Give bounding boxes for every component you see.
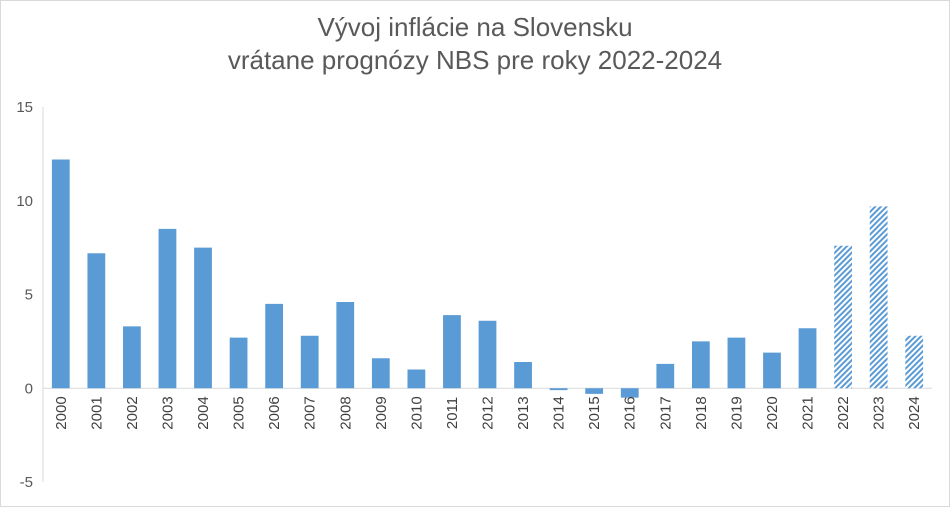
bar-2004: [194, 247, 212, 389]
x-tick-label-2008: 2008: [337, 396, 354, 429]
x-tick-label-2001: 2001: [88, 396, 105, 429]
x-tick-label-2010: 2010: [408, 396, 425, 429]
bar-2003: [158, 228, 177, 389]
bar-2014: [549, 388, 568, 391]
x-tick-label-2024: 2024: [906, 396, 923, 429]
bars: [51, 159, 924, 398]
y-axis: -5 0 5 10 15: [16, 99, 932, 491]
x-tick-label-2013: 2013: [515, 396, 532, 429]
bar-2011: [443, 315, 461, 389]
x-tick-label-2003: 2003: [159, 396, 176, 429]
x-tick-label-2017: 2017: [657, 396, 674, 429]
bar-2006: [265, 303, 284, 389]
x-tick-label-2005: 2005: [231, 396, 248, 429]
bar-2019: [727, 337, 746, 389]
x-tick-label-2019: 2019: [728, 396, 745, 429]
chart-title-line-2: vrátane prognózy NBS pre roky 2022-2024: [227, 45, 723, 75]
bar-2012: [478, 320, 497, 389]
x-tick-label-2000: 2000: [53, 396, 70, 429]
bar-2005: [229, 337, 248, 389]
bar-2002: [123, 326, 141, 389]
y-tick-label: 15: [16, 99, 33, 116]
bar-2018: [691, 341, 710, 389]
x-tick-label-2004: 2004: [195, 396, 212, 429]
x-tick-label-2022: 2022: [835, 396, 852, 429]
y-tick-label: -5: [20, 474, 33, 491]
bar-2010: [407, 369, 426, 389]
bar-2008: [336, 302, 355, 389]
x-tick-label-2011: 2011: [444, 397, 461, 429]
x-tick-label-2009: 2009: [373, 396, 390, 429]
forecast-bar-2023: [869, 206, 888, 389]
x-tick-label-2002: 2002: [124, 396, 141, 429]
x-tick-label-2007: 2007: [302, 396, 319, 429]
x-tick-label-2018: 2018: [693, 396, 710, 429]
x-tick-label-2014: 2014: [551, 396, 568, 429]
x-tick-label-2020: 2020: [764, 396, 781, 429]
x-tick-label-2016: 2016: [622, 396, 639, 429]
chart-title: Vývoj inflácie na Slovensku vrátane prog…: [1, 11, 949, 77]
y-tick-label: 0: [25, 380, 33, 397]
x-tick-label-2021: 2021: [800, 396, 817, 429]
x-tick-label-2023: 2023: [871, 396, 888, 429]
bar-2009: [371, 358, 390, 389]
bar-2016: [620, 388, 639, 398]
y-tick-label: 5: [25, 287, 33, 304]
bar-2013: [514, 362, 532, 389]
forecast-bar-2022: [834, 245, 852, 389]
bar-2007: [300, 335, 319, 389]
bar-2015: [585, 388, 604, 394]
x-tick-label-2015: 2015: [586, 396, 603, 429]
bar-2017: [656, 363, 675, 389]
y-tick-label: 10: [16, 193, 33, 210]
x-tick-label-2006: 2006: [266, 396, 283, 429]
bar-2000: [51, 159, 70, 389]
x-axis-labels: 2000 2001 2002 2003 2004 2005 2006 2007 2008 2009…: [53, 396, 923, 429]
forecast-bar-2024: [905, 335, 924, 389]
x-tick-label-2012: 2012: [480, 396, 497, 429]
bar-2021: [798, 328, 817, 389]
bar-2001: [87, 253, 106, 389]
chart-title-line-1: Vývoj inflácie na Slovensku: [317, 12, 633, 42]
bar-2020: [763, 352, 781, 389]
